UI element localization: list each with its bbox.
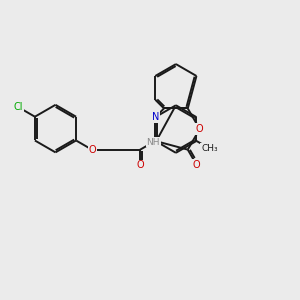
Text: N: N	[152, 112, 159, 122]
Text: O: O	[196, 124, 203, 134]
Text: O: O	[88, 145, 96, 155]
Text: O: O	[193, 160, 200, 170]
Text: O: O	[136, 160, 144, 170]
Text: Cl: Cl	[14, 102, 23, 112]
Text: NH: NH	[146, 138, 160, 147]
Text: CH₃: CH₃	[201, 144, 218, 153]
